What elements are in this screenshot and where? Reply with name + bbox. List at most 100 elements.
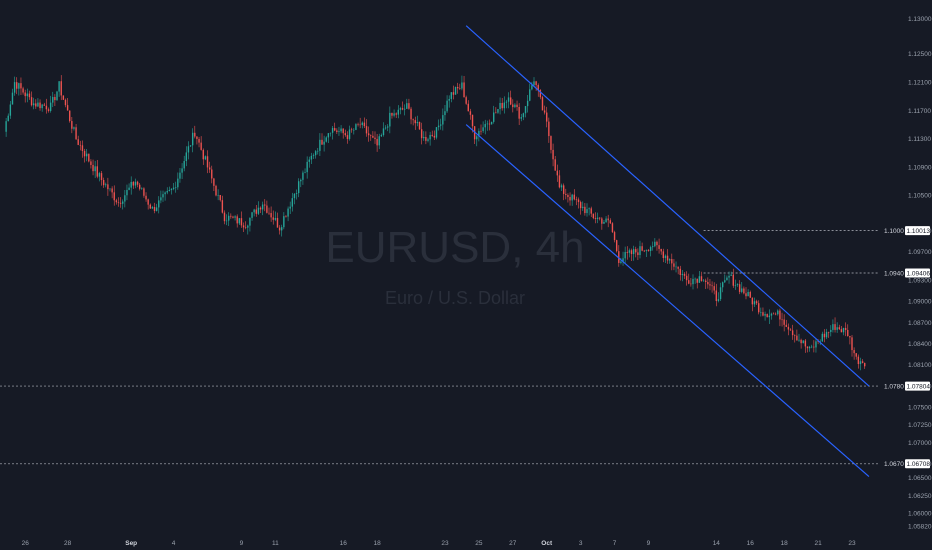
- candle-body: [353, 129, 355, 131]
- candle-body: [251, 212, 253, 218]
- candle-body: [747, 291, 749, 297]
- candle-body: [531, 85, 533, 90]
- candle-body: [645, 249, 648, 251]
- candle-body: [452, 92, 455, 95]
- candle-body: [488, 123, 491, 125]
- candle-body: [111, 188, 113, 193]
- candle-body: [102, 180, 105, 186]
- candle-body: [276, 218, 279, 228]
- candle-body: [145, 195, 147, 200]
- candle-body: [539, 90, 542, 98]
- trend-channel[interactable]: [465, 25, 870, 477]
- candle-body: [861, 361, 864, 363]
- candle-body: [270, 213, 272, 218]
- candle-body: [58, 81, 60, 92]
- candle-body: [45, 105, 48, 110]
- candle-body: [215, 185, 217, 196]
- candle-body: [117, 202, 120, 203]
- candle-body: [66, 105, 69, 111]
- candle-body: [342, 128, 344, 134]
- candle-body: [732, 274, 734, 286]
- time-tick-label: 21: [814, 540, 822, 547]
- price-tick-label: 1.06250: [908, 493, 932, 500]
- candle-body: [705, 280, 707, 283]
- candle-body: [522, 113, 525, 118]
- time-tick-label: 23: [848, 540, 856, 547]
- candle-body: [340, 128, 342, 132]
- candle-body: [569, 197, 571, 201]
- candle-body: [204, 156, 207, 160]
- candle-body: [308, 159, 310, 162]
- candle-body: [399, 108, 402, 110]
- candle-body: [586, 209, 588, 214]
- time-tick-label: 27: [509, 540, 517, 547]
- candle-body: [327, 133, 330, 138]
- price-tag: [905, 268, 930, 278]
- candle-body: [397, 109, 400, 115]
- candle-body: [41, 104, 43, 109]
- candle-body: [596, 217, 599, 219]
- time-axis[interactable]: 26 28 Sep 4 9 11 16 18 23 25 27 Oct 3 7 9 14 16 18 21 23: [22, 540, 856, 547]
- candle-body: [688, 280, 690, 284]
- candle-body: [738, 284, 741, 292]
- candle-body: [64, 99, 67, 106]
- candle-body: [450, 92, 453, 99]
- candle-body: [338, 131, 340, 133]
- price-tick-label: 1.11700: [908, 108, 931, 115]
- candle-body: [702, 280, 705, 282]
- candle-body: [264, 204, 266, 206]
- candle-body: [79, 144, 82, 146]
- candle-body: [283, 216, 285, 228]
- candle-body: [490, 121, 493, 125]
- candle-body: [637, 252, 639, 256]
- candle-body: [359, 124, 361, 126]
- candle-body: [122, 201, 124, 204]
- candle-body: [420, 129, 423, 139]
- time-tick-label: 18: [374, 540, 382, 547]
- time-tick-label: 28: [64, 540, 72, 547]
- candle-body: [329, 132, 332, 134]
- candle-body: [794, 335, 796, 336]
- candle-body: [751, 297, 754, 305]
- candle-body: [272, 217, 274, 220]
- price-tick-label: 1.09700: [908, 249, 932, 256]
- candle-body: [30, 97, 33, 106]
- candle-body: [745, 293, 747, 297]
- candle-body: [630, 250, 633, 255]
- time-tick-label: 3: [579, 540, 583, 547]
- candle-body: [707, 282, 709, 285]
- candle-body: [675, 266, 677, 268]
- candle-body: [47, 109, 50, 111]
- channel-line-lower: [465, 124, 870, 477]
- candle-body: [81, 145, 84, 152]
- candle-body: [435, 127, 438, 138]
- candle-body: [83, 151, 86, 157]
- candle-body: [187, 146, 190, 153]
- candle-body: [410, 108, 412, 120]
- candle-body: [295, 193, 298, 194]
- candle-body: [285, 216, 287, 217]
- candle-body: [456, 87, 459, 89]
- price-tick-label: 1.06500: [908, 475, 932, 482]
- candle-body: [107, 184, 109, 190]
- candle-body: [189, 145, 192, 147]
- candle-body: [821, 333, 824, 342]
- candle-body: [469, 111, 472, 115]
- candle-body: [183, 160, 185, 169]
- candle-body: [393, 113, 395, 116]
- candle-body: [658, 245, 660, 249]
- candle-body: [136, 181, 139, 185]
- price-tick-label: 1.12100: [908, 80, 932, 87]
- candle-body: [5, 121, 7, 132]
- candle-body: [357, 124, 359, 125]
- candle-body: [463, 82, 465, 98]
- candle-body: [495, 112, 497, 114]
- candle-body: [590, 208, 592, 214]
- candle-body: [815, 341, 817, 348]
- level-price-tags: 1.10013 1.09406 1.07804 1.06708: [905, 226, 930, 469]
- price-tick-label: 1.06000: [908, 511, 932, 518]
- candle-body: [535, 81, 537, 86]
- candle-body: [300, 179, 302, 182]
